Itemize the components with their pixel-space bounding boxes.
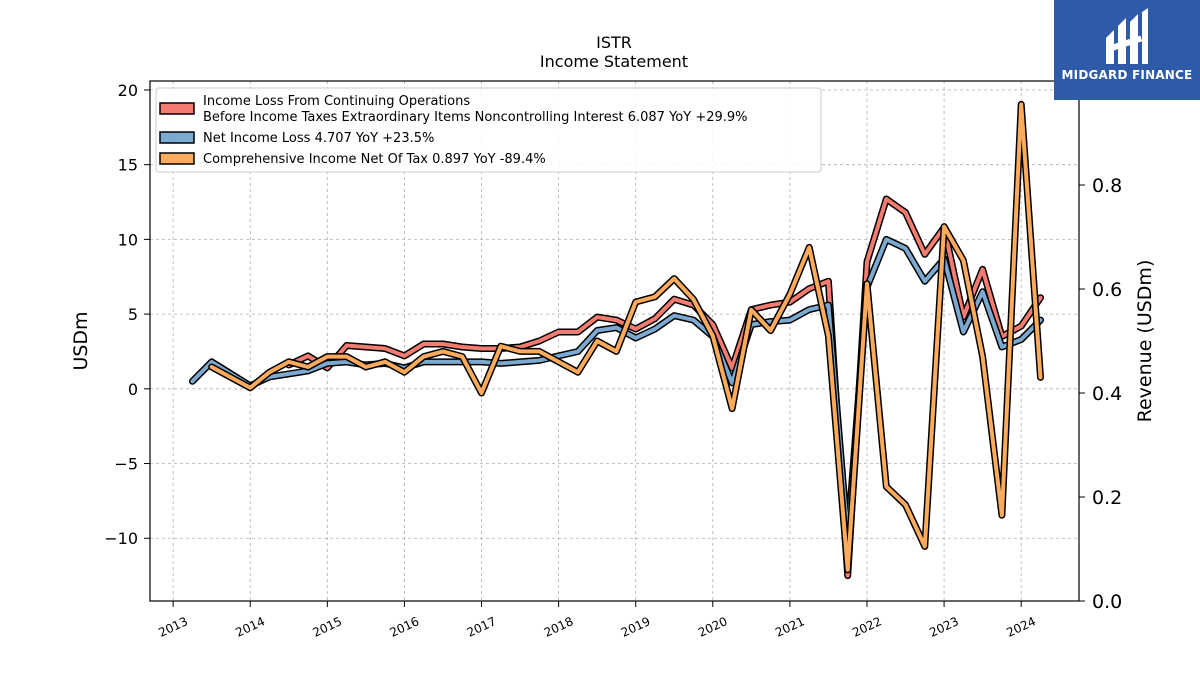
y-tick-label: −5 [114, 455, 138, 474]
y2-tick-label: 0.4 [1092, 383, 1122, 405]
series-line-comprehensive-income [209, 102, 1043, 572]
y-tick-label: 5 [128, 305, 138, 324]
series-line-net-income [190, 237, 1043, 541]
x-tick-label: 2022 [850, 614, 884, 640]
x-tick-label: 2016 [388, 614, 422, 640]
legend: Income Loss From Continuing Operations B… [155, 87, 822, 173]
series-line-income-loss [286, 197, 1043, 578]
series-line-income-loss-group [285, 195, 1044, 580]
legend-label-net-income: Net Income Loss 4.707 YoY +23.5% [203, 131, 434, 146]
logo-text: MIDGARD FINANCE [1061, 68, 1193, 82]
legend-label-income-loss-line2: Before Income Taxes Extraordinary Items … [203, 110, 748, 125]
y2-tick-label: 0.2 [1092, 487, 1122, 509]
x-tick-label: 2019 [619, 614, 653, 640]
y2-tick-label: 0.8 [1092, 175, 1122, 197]
x-tick-label: 2014 [233, 614, 267, 640]
x-tick-label: 2013 [156, 614, 190, 640]
midgard-logo-icon [1106, 8, 1148, 64]
y-tick-label: 10 [118, 230, 138, 249]
x-tick-label: 2023 [927, 614, 961, 640]
x-tick-label: 2017 [465, 614, 499, 640]
plot-frame [149, 80, 1080, 602]
x-tick-label: 2015 [311, 614, 345, 640]
legend-label-comprehensive-income: Comprehensive Income Net Of Tax 0.897 Yo… [203, 152, 546, 167]
chart-title: ISTR [596, 33, 632, 52]
series-line-net-income-group [188, 235, 1044, 542]
y-tick-label: 20 [118, 81, 138, 100]
legend-label-income-loss-line1: Income Loss From Continuing Operations [203, 94, 470, 109]
x-tick-label: 2024 [1004, 614, 1038, 640]
y2-tick-label: 0.0 [1092, 591, 1122, 613]
y-axis-label: USDm [70, 311, 92, 370]
legend-swatch-net-income [159, 131, 195, 144]
y2-tick-label: 0.6 [1092, 279, 1122, 301]
legend-swatch-comprehensive-income [159, 152, 195, 165]
x-tick-label: 2020 [696, 614, 730, 640]
chart-subtitle: Income Statement [540, 52, 688, 71]
legend-swatch-income-loss [159, 102, 195, 115]
legend-box [155, 87, 822, 173]
midgard-logo: MIDGARD FINANCE [1054, 0, 1200, 100]
x-tick-label: 2018 [542, 614, 576, 640]
y-tick-label: 0 [128, 380, 138, 399]
series-line-comprehensive-income-group [208, 100, 1044, 574]
y-tick-label: −10 [104, 529, 138, 548]
y-tick-label: 15 [118, 156, 138, 175]
x-tick-label: 2021 [773, 614, 807, 640]
y2-axis-label: Revenue (USDm) [1134, 260, 1156, 423]
series-layer [188, 100, 1044, 580]
series-line-comprehensive-income-outline [208, 100, 1044, 574]
